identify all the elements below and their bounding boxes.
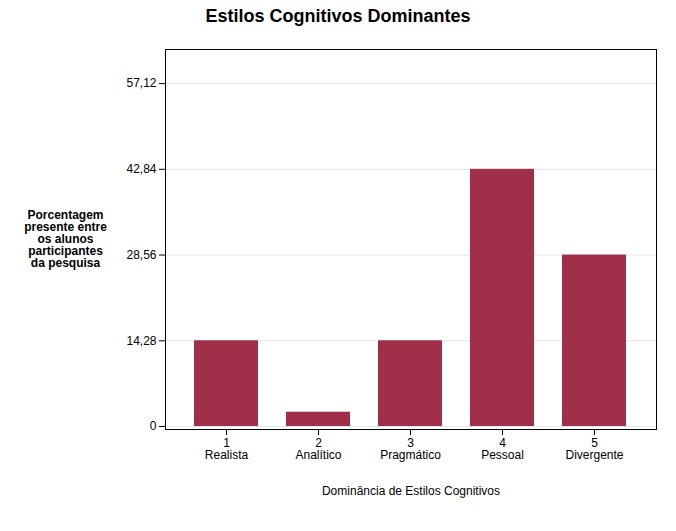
svg-text:5Divergente: 5Divergente: [565, 436, 623, 462]
svg-text:Porcentagempresente entreos al: Porcentagempresente entreos alunospartic…: [24, 208, 107, 270]
svg-text:Dominância de Estilos Cognitiv: Dominância de Estilos Cognitivos: [322, 484, 500, 498]
svg-text:1Realista: 1Realista: [205, 436, 249, 462]
svg-text:3Pragmático: 3Pragmático: [380, 436, 441, 462]
svg-text:14,28: 14,28: [126, 334, 156, 348]
html-text:Estilos Cognitivos Dominantes: Estilos Cognitivos Dominantes: [205, 6, 471, 26]
svg-text:57,12: 57,12: [126, 76, 156, 90]
svg-text:42,84: 42,84: [126, 162, 156, 176]
svg-text:4Pessoal: 4Pessoal: [481, 436, 524, 462]
svg-text:28,56: 28,56: [126, 248, 156, 262]
svg-text:2Analítico: 2Analítico: [295, 436, 341, 462]
svg-text:0: 0: [150, 419, 157, 433]
